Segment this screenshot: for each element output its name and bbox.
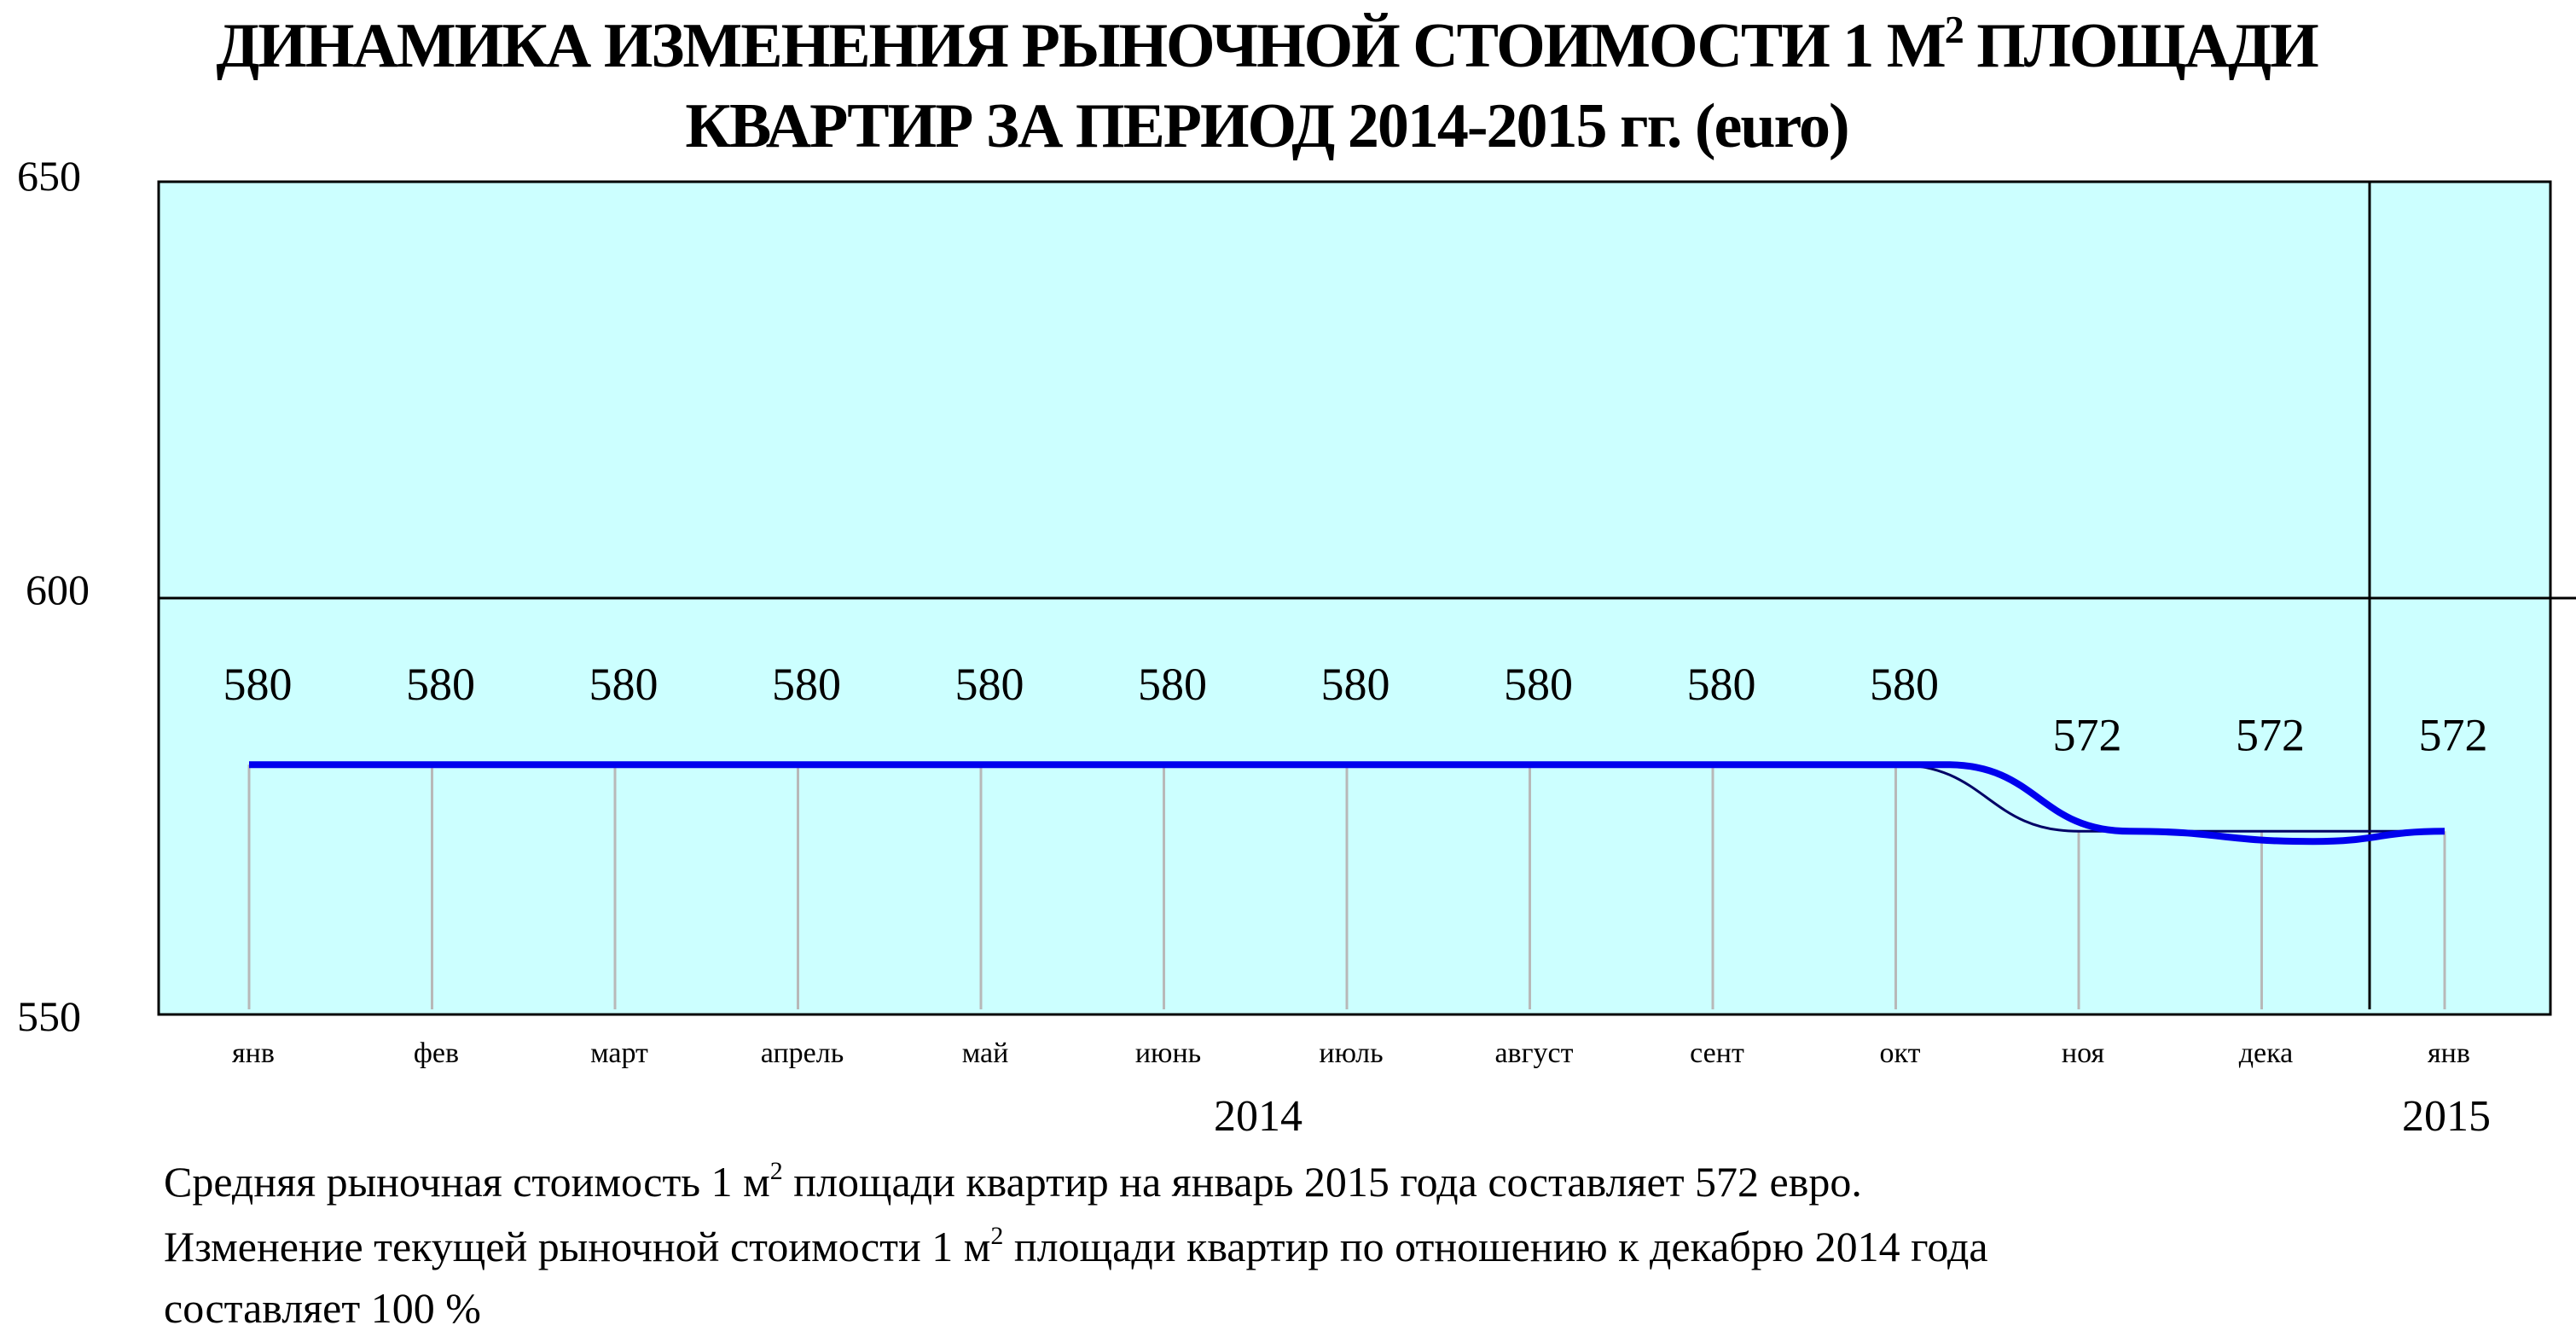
note-line-1: Средняя рыночная стоимость 1 м2 площади …: [164, 1157, 1862, 1206]
x-tick-label: дека: [2239, 1037, 2293, 1069]
data-label: 580: [1504, 659, 1573, 710]
x-tick-label: март: [590, 1037, 648, 1069]
y-tick-650: 650: [17, 152, 81, 200]
chart-title-line1: ДИНАМИКА ИЗМЕНЕНИЯ РЫНОЧНОЙ СТОИМОСТИ 1 …: [216, 8, 2318, 81]
year-label-2014: 2014: [1214, 1092, 1303, 1141]
data-label: 580: [1138, 659, 1207, 710]
y-tick-550: 550: [17, 992, 81, 1040]
x-tick-label: окт: [1880, 1037, 1921, 1069]
chart-title-line2: КВАРТИР ЗА ПЕРИОД 2014-2015 гг. (euro): [685, 91, 1848, 161]
year-label-2015: 2015: [2402, 1092, 2491, 1141]
note-line-2: Изменение текущей рыночной стоимости 1 м…: [164, 1222, 1988, 1270]
data-label: 580: [1321, 659, 1390, 710]
data-label: 572: [2053, 709, 2122, 760]
data-labels: 580 580 580 580 580 580 580 580 580 580 572 572 572: [223, 659, 2488, 760]
data-label: 572: [2419, 709, 2488, 760]
data-label: 580: [406, 659, 475, 710]
x-tick-label: янв: [2428, 1037, 2470, 1069]
x-tick-label: ноя: [2062, 1037, 2105, 1069]
y-tick-600: 600: [26, 566, 90, 613]
data-label: 580: [772, 659, 841, 710]
x-tick-label: август: [1494, 1037, 1573, 1069]
x-axis-labels: янв фев март апрель май июнь июль август сент окт…: [232, 1037, 2470, 1069]
x-tick-label: янв: [232, 1037, 275, 1069]
data-label: 580: [1870, 659, 1939, 710]
note-line-3: составляет 100 %: [164, 1284, 481, 1331]
series-lines: [248, 761, 2445, 846]
x-tick-label: сент: [1690, 1037, 1744, 1069]
x-tick-label: июль: [1319, 1037, 1383, 1069]
data-label: 572: [2236, 709, 2305, 760]
x-tick-label: июнь: [1135, 1037, 1201, 1069]
data-label: 580: [955, 659, 1024, 710]
data-label: 580: [1687, 659, 1756, 710]
x-tick-label: апрель: [761, 1037, 844, 1069]
series-line-main: [248, 761, 2445, 846]
data-label: 580: [589, 659, 659, 710]
data-label: 580: [223, 659, 293, 710]
drop-lines: [247, 764, 2446, 1009]
x-tick-label: фев: [414, 1037, 459, 1069]
x-tick-label: май: [962, 1037, 1009, 1069]
